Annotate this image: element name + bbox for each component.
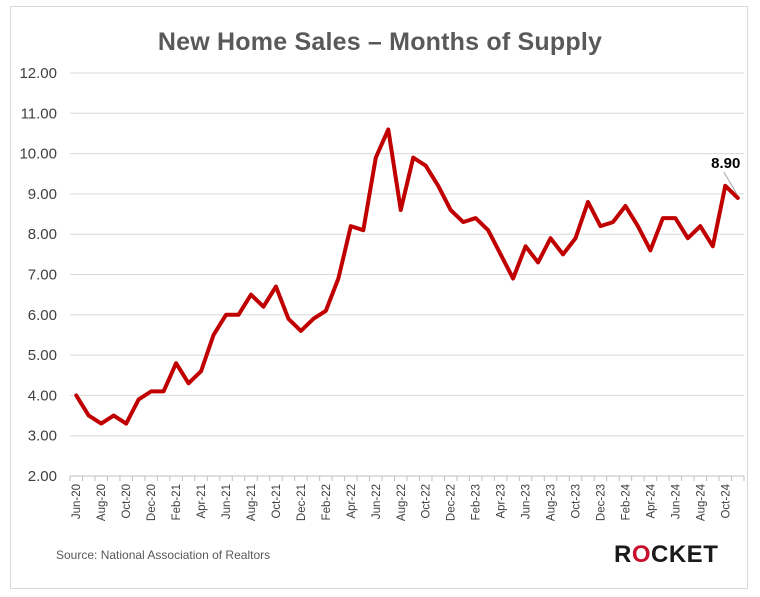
x-tick-label: Jun-21 — [221, 484, 233, 519]
x-tick-label: Dec-21 — [296, 484, 308, 521]
y-tick-label: 4.00 — [28, 387, 57, 404]
annotation-label: 8.90 — [711, 155, 740, 172]
x-axis-ticks: Jun-20 Aug-20 Oct-20 Dec-20 Feb-21 Apr-21 Jun-… — [71, 483, 732, 521]
x-tick-label: Oct-22 — [421, 484, 433, 519]
x-tick-label: Apr-23 — [496, 484, 508, 519]
x-tick-label: Oct-24 — [720, 483, 732, 518]
x-tick-label: Feb-23 — [471, 484, 483, 520]
y-tick-label: 5.00 — [28, 347, 57, 364]
y-tick-label: 9.00 — [28, 186, 57, 203]
x-tick-label: Feb-22 — [321, 484, 333, 520]
y-tick-label: 6.00 — [28, 307, 57, 324]
x-tick-label: Apr-24 — [645, 483, 657, 518]
x-tick-label: Apr-21 — [196, 484, 208, 519]
y-tick-label: 11.00 — [21, 105, 57, 122]
x-tick-label: Aug-24 — [695, 483, 707, 521]
x-tick-label: Jun-20 — [71, 484, 83, 519]
logo-letter-o: O — [631, 541, 652, 568]
x-tick-label: Dec-22 — [446, 484, 458, 521]
x-tick-label: Feb-21 — [171, 484, 183, 520]
x-tick-label: Feb-24 — [620, 483, 632, 520]
y-tick-label: 12.00 — [19, 65, 57, 82]
gridlines — [70, 72, 744, 437]
y-tick-label: 2.00 — [28, 468, 57, 485]
x-axis — [69, 475, 745, 481]
x-tick-label: Aug-20 — [96, 484, 108, 521]
x-tick-label: Aug-22 — [396, 484, 408, 521]
x-tick-label: Apr-22 — [346, 484, 358, 519]
y-tick-label: 7.00 — [28, 267, 57, 284]
annotation-leader — [723, 171, 738, 195]
y-tick-label: 3.00 — [28, 428, 57, 445]
chart-title: New Home Sales – Months of Supply — [157, 28, 603, 56]
x-tick-label: Jun-23 — [521, 484, 533, 519]
x-tick-label: Jun-24 — [670, 483, 682, 519]
x-tick-label: Oct-20 — [121, 484, 133, 519]
x-tick-label: Aug-23 — [546, 484, 558, 521]
x-tick-label: Oct-21 — [271, 484, 283, 519]
logo-letter-r: R — [614, 541, 632, 568]
x-tick-label: Dec-23 — [595, 484, 607, 521]
x-tick-label: Aug-21 — [246, 484, 258, 521]
logo-letters-cket: CKET — [651, 541, 719, 568]
x-tick-label: Jun-22 — [371, 484, 383, 519]
series-line-path — [74, 127, 740, 426]
y-tick-label: 8.00 — [28, 226, 57, 243]
rocket-logo: ROCKET — [614, 541, 718, 569]
series-line — [74, 127, 740, 426]
source-note: Source: National Association of Realtors — [56, 548, 271, 562]
annotations: 8.90 — [711, 155, 740, 195]
chart-frame — [10, 6, 748, 589]
x-tick-label: Oct-23 — [571, 484, 583, 519]
y-axis-ticks: 2.00 3.00 4.00 5.00 6.00 7.00 8.00 9.00 10.00 11.… — [19, 65, 57, 485]
y-tick-label: 10.00 — [19, 146, 57, 163]
x-tick-label: Dec-20 — [146, 484, 158, 521]
